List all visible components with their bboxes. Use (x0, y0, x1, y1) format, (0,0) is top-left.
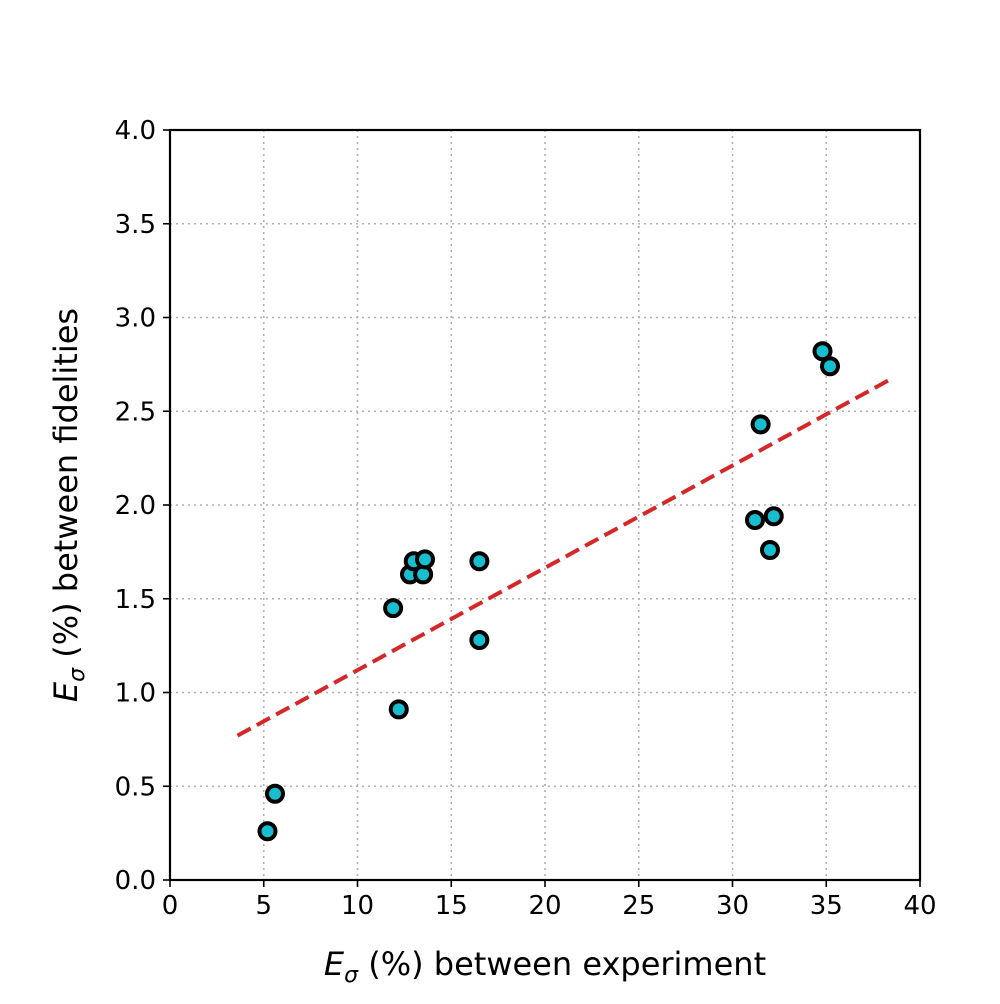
x-tick-label: 35 (810, 891, 843, 921)
data-point (388, 699, 409, 720)
y-axis-ticks: 0.0 0.5 1.0 1.5 2.0 2.5 3.0 3.5 4.0 (115, 116, 170, 896)
x-tick-label: 40 (903, 891, 936, 921)
y-axis-label: Eσ (%) between fidelities (47, 308, 90, 702)
data-point (265, 783, 285, 804)
data-points (257, 341, 840, 842)
y-axis-label-text: (%) between fidelities (47, 308, 85, 668)
y-axis-label-subscript: σ (65, 667, 90, 682)
x-tick-label: 10 (341, 891, 374, 921)
fit-line (236, 375, 895, 738)
data-point (760, 540, 780, 560)
data-point (469, 551, 490, 572)
y-tick-label: 2.0 (115, 491, 156, 521)
data-point (415, 549, 435, 570)
y-axis-label-symbol: E (47, 681, 85, 702)
x-axis-ticks: 0 5 10 15 20 25 30 35 40 (162, 880, 937, 921)
y-tick-label: 4.0 (115, 116, 156, 146)
data-point (745, 510, 765, 530)
x-tick-label: 30 (716, 891, 749, 921)
y-tick-label: 3.0 (115, 304, 156, 334)
data-point (763, 506, 784, 527)
y-tick-label: 3.5 (115, 210, 156, 240)
data-point (383, 598, 404, 619)
data-point (469, 630, 490, 650)
x-tick-label: 15 (435, 891, 468, 921)
x-tick-label: 0 (162, 891, 179, 921)
grid (169, 129, 921, 881)
data-point (750, 414, 771, 435)
x-tick-label: 5 (255, 891, 272, 921)
x-axis-label-subscript: σ (344, 963, 359, 988)
x-tick-label: 20 (528, 891, 561, 921)
data-point (812, 341, 833, 362)
y-tick-label: 1.0 (115, 679, 156, 709)
y-tick-label: 2.5 (115, 397, 156, 427)
x-axis-label-text: (%) between experiment (358, 945, 766, 983)
y-tick-label: 0.5 (115, 772, 156, 802)
data-point (257, 821, 278, 842)
fit-line-layer (236, 375, 895, 738)
data-point (820, 356, 840, 377)
x-axis-label: Eσ (%) between experiment (324, 945, 766, 988)
y-tick-label: 1.5 (115, 585, 156, 615)
x-tick-label: 25 (622, 891, 655, 921)
x-axis-label-symbol: E (324, 945, 345, 983)
y-tick-label: 0.0 (115, 866, 156, 896)
